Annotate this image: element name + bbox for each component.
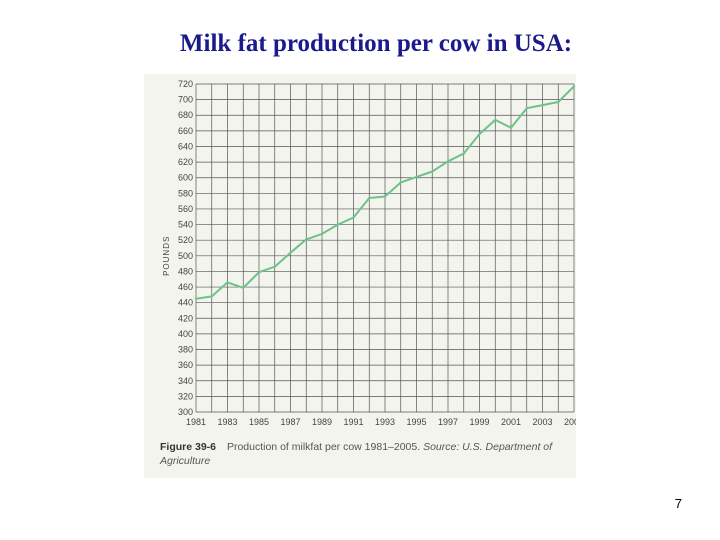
y-tick-label: 500 [178,251,193,261]
y-tick-label: 440 [178,298,193,308]
data-point [415,175,418,179]
data-point [383,195,387,198]
data-point [446,160,450,163]
y-tick-label: 540 [178,220,193,230]
x-tick-label: 2003 [532,417,552,427]
data-point [320,232,324,236]
y-tick-label: 680 [178,110,193,120]
milkfat-line-chart: 300 320 340 360 380 400 420 440 460 480 500 520 540 5… [162,79,576,427]
x-tick-label: 2005 [564,417,576,427]
data-point [478,132,481,136]
figure-panel: 300 320 340 360 380 400 420 440 460 480 500 520 540 5… [144,74,576,478]
data-point [462,152,465,155]
y-tick-label: 700 [178,95,193,105]
y-tick-label: 580 [178,188,193,198]
y-tick-label: 720 [178,79,193,89]
y-tick-label: 340 [178,376,193,386]
figure-caption-text: Production of milkfat per cow 1981–2005. [226,441,421,453]
data-point [557,100,560,104]
y-tick-label: 660 [178,126,193,136]
data-point [210,295,213,298]
data-point [572,85,576,88]
data-point [336,223,339,226]
data-point [352,216,355,219]
x-tick-label: 1991 [343,417,363,427]
y-tick-label: 560 [178,204,193,214]
data-point [368,196,371,200]
y-tick-label: 460 [178,282,193,292]
slide-number: 7 [674,496,682,511]
data-point [399,181,402,184]
data-point [541,103,544,107]
data-point [257,271,261,274]
data-point [194,297,198,300]
y-tick-label: 480 [178,266,193,276]
x-tick-label: 1989 [312,417,332,427]
y-tick-label: 420 [178,313,193,323]
figure-source: Source: U.S. Department of Agriculture [160,441,553,467]
y-tick-label: 520 [178,235,193,245]
x-tick-label: 1995 [406,417,426,427]
y-tick-label: 400 [178,329,193,339]
y-tick-label: 360 [178,360,193,370]
x-tick-label: 1993 [375,417,395,427]
y-tick-label: 640 [178,141,193,151]
data-point [509,126,513,129]
y-tick-label: 320 [178,391,193,401]
y-tick-label: 620 [178,157,193,167]
data-point [273,265,276,268]
data-point [431,170,434,173]
x-tick-label: 1985 [249,417,269,427]
x-tick-label: 1999 [469,417,489,427]
figure-caption: Figure 39-6 Production of milkfat per co… [160,440,580,468]
data-point [289,251,292,254]
x-tick-label: 2001 [501,417,521,427]
data-point [242,286,245,289]
y-axis-label: POUNDS [162,236,171,276]
y-tick-label: 600 [178,173,193,183]
figure-label: Figure 39-6 [160,441,217,453]
slide-title: Milk fat production per cow in USA: [179,30,573,57]
data-point [305,238,308,241]
x-tick-label: 1983 [217,417,237,427]
y-tick-label: 300 [178,407,193,417]
x-tick-label: 1987 [280,417,300,427]
data-point [494,118,497,122]
data-point [525,107,528,110]
x-tick-label: 1981 [186,417,206,427]
x-tick-label: 1997 [438,417,458,427]
data-point [226,281,229,284]
y-tick-label: 380 [178,345,193,355]
